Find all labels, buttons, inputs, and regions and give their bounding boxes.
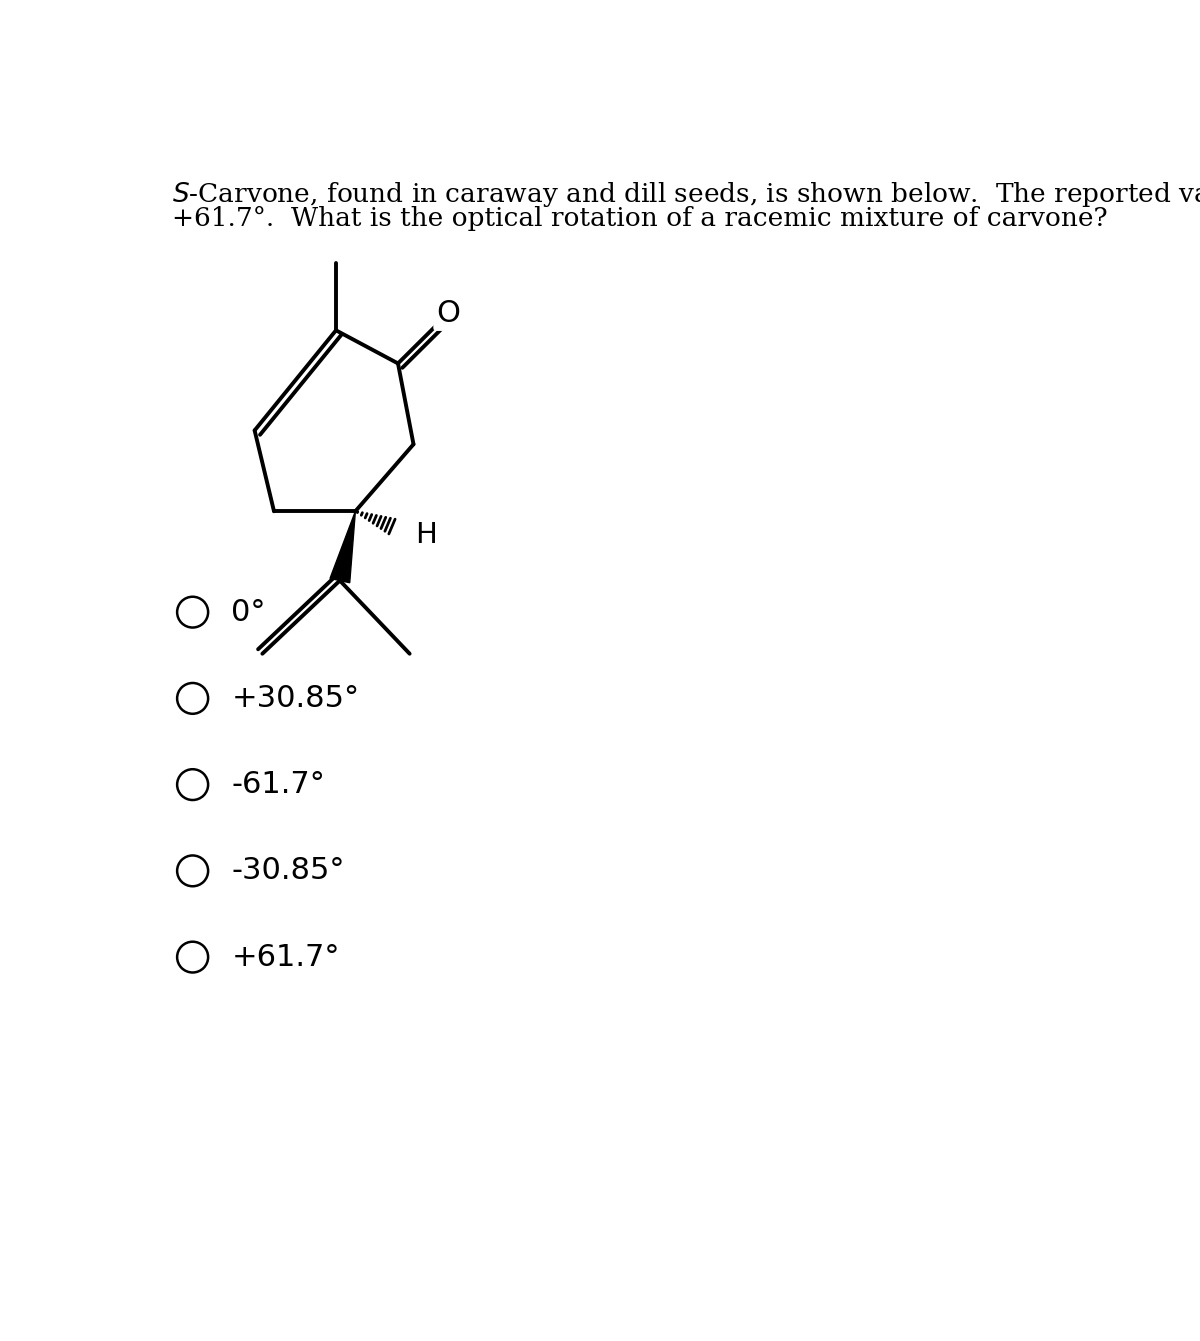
Text: -61.7°: -61.7° xyxy=(232,770,325,799)
Text: O: O xyxy=(437,299,461,329)
Text: -30.85°: -30.85° xyxy=(232,857,344,885)
Polygon shape xyxy=(330,511,355,583)
Text: +61.7°.  What is the optical rotation of a racemic mixture of carvone?: +61.7°. What is the optical rotation of … xyxy=(172,207,1108,232)
Text: $\it{S}$-Carvone, found in caraway and dill seeds, is shown below.  The reported: $\it{S}$-Carvone, found in caraway and d… xyxy=(172,176,1200,212)
Text: H: H xyxy=(415,522,437,550)
Text: 0°: 0° xyxy=(232,598,266,626)
Text: +61.7°: +61.7° xyxy=(232,943,340,972)
Text: +30.85°: +30.85° xyxy=(232,684,360,713)
